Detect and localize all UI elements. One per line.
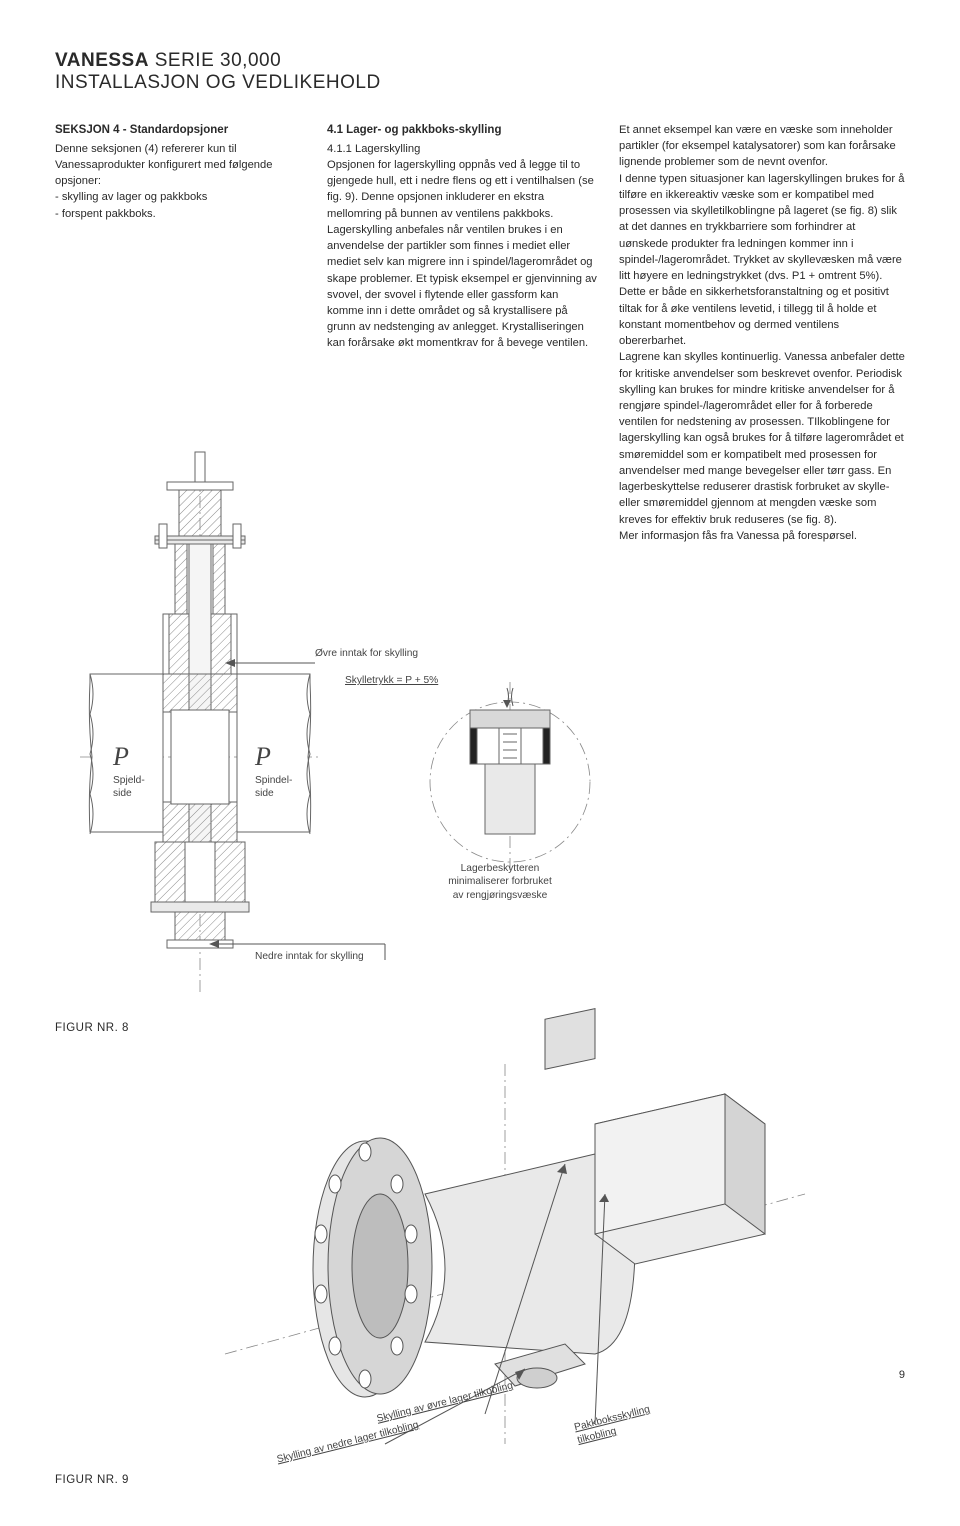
subheading-4-1-1: 4.1.1 Lagerskylling (327, 141, 597, 157)
section4-heading: SEKSJON 4 - Standardopsjoner (55, 122, 305, 139)
p-label-spindel: P Spindel- side (255, 740, 292, 800)
page-number: 9 (899, 1369, 905, 1381)
section4-intro: Denne seksjonen (4) refererer kun til Va… (55, 141, 305, 190)
p-label-spjeld: P Spjeld- side (113, 740, 145, 800)
label-upper-intake: Øvre inntak for skylling (315, 647, 418, 660)
body-4-1-1: Opsjonen for lagerskylling oppnås ved å … (327, 157, 597, 352)
valve-isometric-svg (165, 1044, 865, 1464)
figure-9: Skylling av øvre lager tilkobling Skylli… (165, 1044, 865, 1464)
figure-9-caption: FIGUR NR. 9 (55, 1474, 905, 1486)
doc-title-line1: VANESSA SERIE 30,000 (55, 50, 905, 72)
figure-8-caption: FIGUR NR. 8 (55, 1022, 905, 1034)
valve-cross-section-svg (55, 452, 345, 992)
figure-8: P Spjeld- side P Spindel- side Øvre innt… (55, 452, 905, 1012)
doc-title-line2: INSTALLASJON OG VEDLIKEHOLD (55, 72, 905, 94)
detail-closeup-svg (415, 682, 605, 872)
heading-4-1: 4.1 Lager- og pakkboks-skylling (327, 122, 597, 139)
bullet-2: - forspent pakkboks. (55, 206, 305, 222)
label-lager-protector: Lagerbeskytteren minimaliserer forbruket… (425, 862, 575, 902)
bullet-1: - skylling av lager og pakkboks (55, 189, 305, 205)
